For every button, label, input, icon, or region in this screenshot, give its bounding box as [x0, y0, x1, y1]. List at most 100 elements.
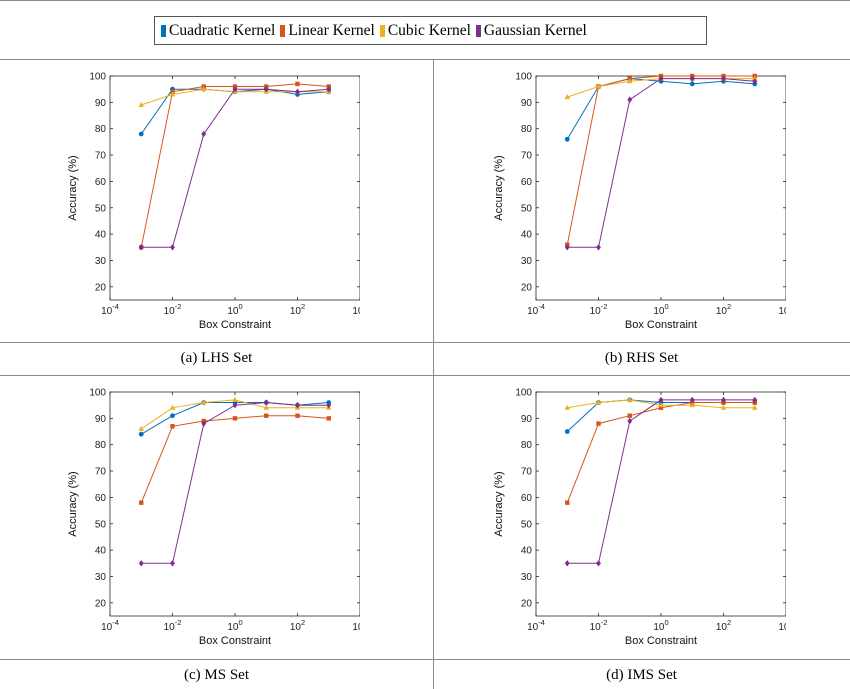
- y-tick-label: 60: [521, 177, 533, 188]
- series-line-gaussian-kernel: [141, 88, 329, 248]
- y-tick-label: 30: [95, 256, 107, 267]
- y-tick-label: 30: [521, 572, 533, 583]
- legend-swatch-cubic: [379, 24, 385, 37]
- x-tick-label: 100: [653, 618, 668, 633]
- x-tick-label: 10-4: [101, 302, 119, 317]
- y-tick-label: 40: [521, 546, 533, 557]
- data-point-gaussian-kernel: [326, 85, 332, 93]
- data-point-cubic-kernel: [626, 396, 633, 402]
- data-point-gaussian-kernel: [721, 75, 726, 82]
- data-point-linear-kernel: [264, 413, 269, 418]
- legend-swatch-cuadratic: [161, 24, 166, 37]
- data-point-gaussian-kernel: [627, 96, 633, 103]
- data-point-cubic-kernel: [200, 399, 207, 405]
- y-tick-label: 50: [521, 203, 533, 214]
- y-tick-label: 100: [89, 388, 106, 399]
- legend-item-cubic: Cubic Kernel: [379, 21, 471, 40]
- y-axis-label: Accuracy (%): [67, 471, 79, 536]
- y-tick-label: 70: [521, 151, 533, 162]
- data-point-gaussian-kernel: [689, 396, 695, 404]
- x-tick-label: 10-2: [590, 618, 608, 633]
- y-tick-label: 90: [521, 414, 533, 425]
- data-point-cubic-kernel: [751, 404, 758, 410]
- y-tick-label: 50: [95, 519, 107, 530]
- y-tick-label: 100: [89, 72, 106, 83]
- data-point-linear-kernel: [295, 81, 300, 87]
- x-tick-label: 104: [778, 302, 786, 317]
- y-tick-label: 20: [95, 282, 107, 293]
- caption-lhs: (a) LHS Set: [180, 350, 253, 366]
- y-tick-label: 40: [95, 546, 107, 557]
- y-axis-label: Accuracy (%): [67, 155, 79, 220]
- data-point-cuadratic-kernel: [170, 413, 175, 419]
- x-axis-label: Box Constraint: [199, 319, 271, 331]
- x-tick-label: 10-4: [527, 618, 545, 633]
- data-point-gaussian-kernel: [138, 244, 144, 251]
- table-border-row2-plot-bottom: [0, 659, 850, 660]
- legend-item-gaussian: Gaussian Kernel: [475, 22, 587, 40]
- data-point-cubic-kernel: [626, 78, 633, 84]
- plot-area-frame: [535, 75, 786, 301]
- data-point-cubic-kernel: [564, 404, 571, 410]
- data-point-linear-kernel: [232, 416, 238, 421]
- data-point-gaussian-kernel: [596, 560, 601, 567]
- y-tick-label: 60: [95, 493, 107, 504]
- data-point-cubic-kernel: [564, 94, 571, 100]
- data-point-gaussian-kernel: [564, 560, 570, 567]
- data-point-gaussian-kernel: [232, 401, 238, 409]
- table-border-row1-caption-bottom: [0, 375, 850, 376]
- legend-swatch-linear: [280, 24, 286, 37]
- plot-area-frame: [109, 391, 360, 617]
- chart-panel-ms: 20 30 40 50 60 70 80 90 100 10-4 10-2 100 102 104 Box …: [60, 382, 360, 650]
- data-point-gaussian-kernel: [138, 560, 144, 567]
- data-point-gaussian-kernel: [721, 396, 726, 404]
- y-tick-label: 90: [521, 98, 533, 109]
- y-tick-label: 100: [515, 72, 532, 83]
- y-tick-label: 20: [521, 598, 533, 609]
- legend-label-cuadratic: Cuadratic Kernel: [169, 21, 276, 39]
- y-tick-label: 100: [515, 388, 532, 399]
- y-tick-label: 20: [95, 598, 107, 609]
- data-point-cubic-kernel: [263, 404, 270, 410]
- caption-ms: (c) MS Set: [184, 667, 249, 683]
- x-tick-label: 102: [716, 618, 731, 633]
- series-line-gaussian-kernel: [567, 399, 755, 564]
- x-tick-label: 10-2: [590, 302, 608, 317]
- x-tick-label: 10-4: [101, 618, 119, 633]
- y-tick-label: 50: [521, 519, 533, 530]
- x-tick-label: 104: [778, 618, 786, 633]
- data-point-cubic-kernel: [138, 101, 145, 107]
- x-axis-label: Box Constraint: [199, 635, 271, 647]
- data-point-gaussian-kernel: [170, 244, 175, 251]
- x-tick-label: 10-2: [164, 618, 182, 633]
- table-border-legend-bottom: [0, 59, 850, 60]
- y-tick-label: 70: [521, 467, 533, 478]
- y-tick-label: 20: [521, 282, 533, 293]
- data-point-gaussian-kernel: [689, 75, 695, 82]
- chart-svg: 20 30 40 50 60 70 80 90 100 10-4 10-2 100 102 104 Box …: [493, 388, 786, 647]
- x-tick-label: 100: [227, 302, 242, 317]
- legend-label-cubic: Cubic Kernel: [387, 21, 471, 39]
- data-point-cuadratic-kernel: [564, 429, 570, 434]
- chart-svg: 20 30 40 50 60 70 80 90 100 10-4 10-2 100 102 104 Box …: [67, 388, 360, 647]
- x-tick-label: 100: [653, 302, 668, 317]
- caption-ims: (d) IMS Set: [606, 667, 677, 683]
- legend-swatch-gaussian: [475, 24, 481, 37]
- data-point-linear-kernel: [170, 424, 175, 429]
- series-line-linear-kernel: [566, 402, 755, 503]
- x-tick-label: 10-4: [527, 302, 545, 317]
- x-tick-label: 104: [352, 618, 360, 633]
- x-axis-label: Box Constraint: [625, 319, 697, 331]
- series-line-linear-kernel: [140, 83, 329, 248]
- x-tick-label: 100: [227, 618, 242, 633]
- y-tick-label: 40: [521, 230, 533, 241]
- x-tick-label: 102: [290, 618, 305, 633]
- plot-area-frame: [109, 75, 360, 301]
- data-point-cubic-kernel: [169, 404, 176, 410]
- table-border-top: [0, 0, 850, 1]
- legend-label-linear: Linear Kernel: [288, 21, 375, 39]
- data-point-cubic-kernel: [200, 86, 207, 92]
- data-point-gaussian-kernel: [627, 417, 633, 425]
- data-point-linear-kernel: [658, 405, 664, 411]
- y-tick-label: 90: [95, 98, 107, 109]
